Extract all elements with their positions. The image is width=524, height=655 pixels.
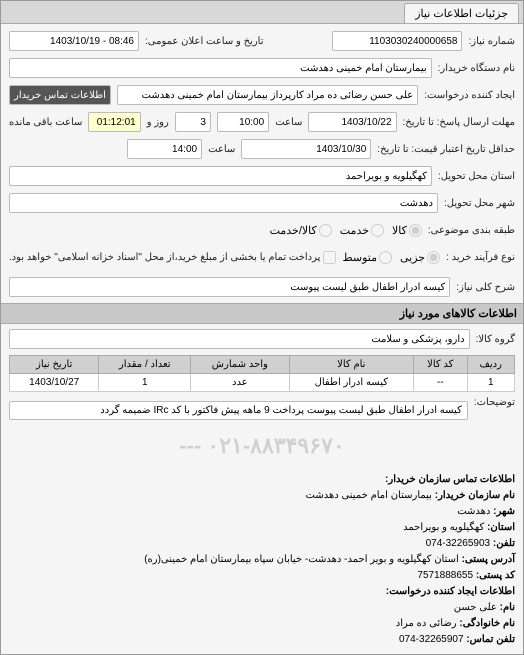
- city-label: شهر محل تحویل:: [444, 198, 515, 209]
- contact-tel-label: تلفن تماس:: [466, 634, 515, 645]
- contact-tel: 32265907-074: [399, 634, 464, 645]
- group-label: گروه کالا:: [476, 334, 515, 345]
- city-value: دهدشت: [9, 193, 438, 213]
- contact-address-label: آدرس پستی:: [462, 554, 515, 565]
- contact-province-label: استان:: [487, 522, 515, 533]
- goods-section-header: اطلاعات کالاهای مورد نیاز: [1, 303, 523, 324]
- province-value: کهگیلویه و بویراحمد: [9, 166, 432, 186]
- col-date: تاریخ نیاز: [10, 356, 99, 374]
- notes-value: کیسه ادرار اطفال طبق لیست پیوست پرداخت 9…: [9, 401, 468, 420]
- contact-city-label: شهر:: [493, 506, 515, 517]
- table-row: 1 -- کیسه ادرار اطفال عدد 1 1403/10/27: [10, 374, 515, 392]
- process-radio-group: جزیی متوسط: [342, 251, 440, 264]
- watermark-text: ۰۲۱-۸۸۳۴۹۶۷۰ ---: [179, 433, 344, 459]
- radio-medium[interactable]: متوسط: [342, 251, 392, 264]
- cell-qty: 1: [99, 374, 191, 392]
- goods-table: ردیف کد کالا نام کالا واحد شمارش تعداد /…: [9, 355, 515, 392]
- validity-label: حداقل تاریخ اعتبار قیمت: تا تاریخ:: [377, 144, 515, 155]
- category-radio-group: کالا خدمت کالا/خدمت: [270, 224, 422, 237]
- watermark-area: ۰۲۱-۸۸۳۴۹۶۷۰ ---: [9, 426, 515, 466]
- category-label: طبقه بندی موضوعی:: [428, 225, 515, 236]
- contact-lname-label: نام خانوادگی:: [459, 618, 515, 629]
- validity-date-value: 1403/10/30: [241, 139, 371, 159]
- notes-label: توضیحات:: [474, 397, 515, 408]
- validity-time-value: 14:00: [127, 139, 202, 159]
- col-qty: تعداد / مقدار: [99, 356, 191, 374]
- deadline-label: مهلت ارسال پاسخ: تا تاریخ:: [403, 117, 515, 128]
- radio-service[interactable]: خدمت: [340, 224, 384, 237]
- contact-fname-label: نام:: [500, 602, 515, 613]
- col-code: کد کالا: [414, 356, 467, 374]
- radio-both[interactable]: کالا/خدمت: [270, 224, 332, 237]
- buyer-contact-button[interactable]: اطلاعات تماس خریدار: [9, 85, 111, 105]
- contact-section: اطلاعات تماس سازمان خریدار: نام سازمان خ…: [9, 472, 515, 648]
- cell-code: --: [414, 374, 467, 392]
- col-unit: واحد شمارش: [191, 356, 289, 374]
- tab-bar: جزئیات اطلاعات نیاز: [1, 1, 523, 24]
- cell-unit: عدد: [191, 374, 289, 392]
- radio-goods[interactable]: کالا: [392, 224, 422, 237]
- cell-name: کیسه ادرار اطفال: [289, 374, 414, 392]
- remain-label: ساعت باقی مانده: [9, 117, 82, 128]
- details-panel: جزئیات اطلاعات نیاز شماره نیاز: 11030302…: [0, 0, 524, 655]
- process-label: نوع فرآیند خرید :: [446, 252, 515, 263]
- contact-city: دهدشت: [457, 506, 490, 517]
- need-no-label: شماره نیاز:: [468, 36, 515, 47]
- contact-org: بیمارستان امام خمینی دهدشت: [306, 490, 432, 501]
- contact-lname: رضائی ده مراد: [396, 618, 457, 629]
- group-value: دارو، پزشکی و سلامت: [9, 329, 470, 349]
- days-label: روز و: [147, 117, 169, 128]
- contact-address: استان کهگیلویه و بویر احمد- دهدشت- خیابا…: [144, 554, 459, 565]
- col-row: ردیف: [467, 356, 515, 374]
- contact-phone-label: تلفن:: [493, 538, 515, 549]
- desc-value: کیسه ادرار اطفال طبق لیست پیوست: [9, 277, 450, 297]
- treasury-checkbox[interactable]: پرداخت تمام یا بخشی از مبلغ خرید،از محل …: [9, 251, 337, 264]
- days-value: 3: [175, 112, 211, 132]
- province-label: استان محل تحویل:: [438, 171, 515, 182]
- contact-fname: علی حسن: [454, 602, 497, 613]
- tab-need-details[interactable]: جزئیات اطلاعات نیاز: [404, 3, 519, 23]
- desc-label: شرح کلی نیاز:: [456, 282, 515, 293]
- requester-section-header: اطلاعات ایجاد کننده درخواست:: [9, 584, 515, 600]
- need-no-value: 1103030240000658: [332, 31, 462, 51]
- contact-phone: 32265903-074: [426, 538, 491, 549]
- deadline-time-value: 10:00: [217, 112, 269, 132]
- content-area: شماره نیاز: 1103030240000658 تاریخ و ساع…: [1, 24, 523, 654]
- public-date-value: 08:46 - 1403/10/19: [9, 31, 139, 51]
- deadline-date-value: 1403/10/22: [308, 112, 396, 132]
- contact-org-label: نام سازمان خریدار:: [435, 490, 515, 501]
- cell-row: 1: [467, 374, 515, 392]
- col-name: نام کالا: [289, 356, 414, 374]
- validity-time-label: ساعت: [208, 144, 235, 155]
- deadline-time-label: ساعت: [275, 117, 302, 128]
- buyer-org-label: نام دستگاه خریدار:: [438, 63, 515, 74]
- remain-time-value: 01:12:01: [88, 112, 140, 132]
- requester-value: علی حسن رضائی ده مراد کارپرداز بیمارستان…: [117, 85, 418, 105]
- contact-province: کهگیلویه و بویراحمد: [403, 522, 484, 533]
- requester-label: ایجاد کننده درخواست:: [424, 90, 515, 101]
- radio-small[interactable]: جزیی: [400, 251, 440, 264]
- contact-header: اطلاعات تماس سازمان خریدار:: [9, 472, 515, 488]
- cell-date: 1403/10/27: [10, 374, 99, 392]
- public-date-label: تاریخ و ساعت اعلان عمومی:: [145, 36, 264, 47]
- buyer-org-value: بیمارستان امام خمینی دهدشت: [9, 58, 432, 78]
